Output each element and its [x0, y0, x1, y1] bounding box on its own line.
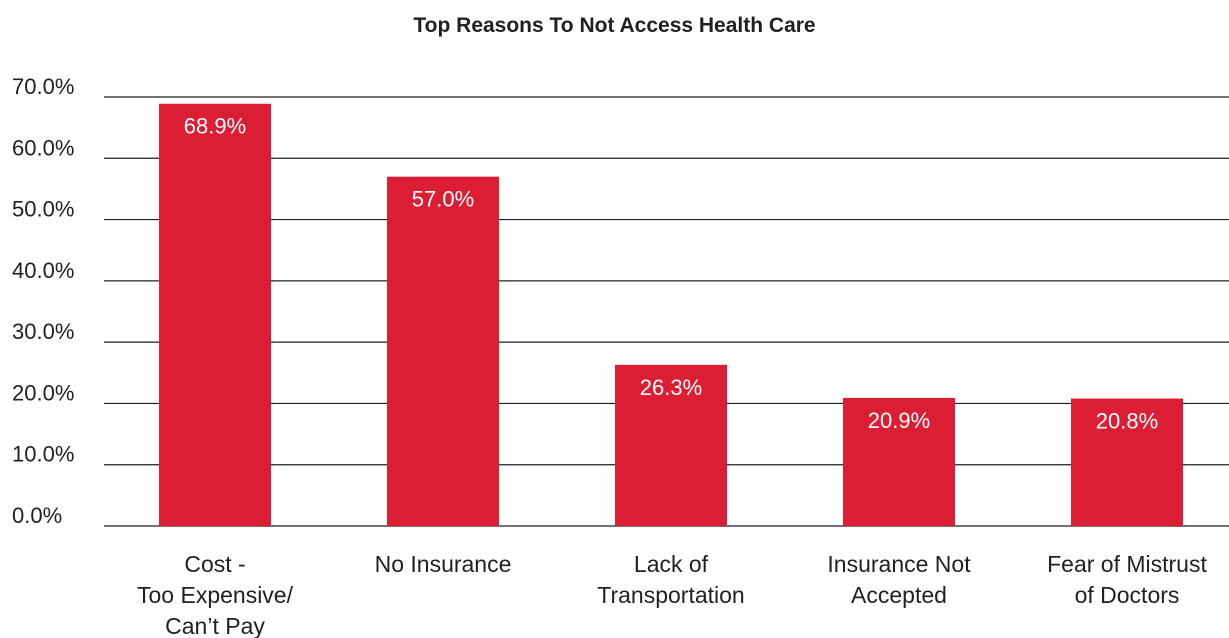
y-tick-label: 30.0%: [12, 319, 74, 344]
bar: [159, 103, 271, 527]
bar: [387, 176, 499, 526]
bar: [615, 364, 727, 526]
x-category-label: No Insurance: [375, 551, 512, 577]
x-category-label: Transportation: [597, 582, 744, 608]
bar: [1071, 398, 1183, 526]
x-category-label: of Doctors: [1075, 582, 1180, 608]
y-tick-label: 40.0%: [12, 258, 74, 283]
y-tick-label: 20.0%: [12, 380, 74, 405]
x-category-label: Accepted: [851, 582, 947, 608]
x-category-label: Can’t Pay: [165, 613, 265, 638]
y-tick-label: 0.0%: [12, 503, 62, 528]
y-tick-label: 50.0%: [12, 197, 74, 222]
bar: [843, 397, 955, 526]
data-label: 20.8%: [1096, 409, 1158, 434]
data-label: 68.9%: [184, 114, 246, 139]
chart-title: Top Reasons To Not Access Health Care: [413, 14, 816, 37]
y-tick-label: 70.0%: [12, 74, 74, 99]
x-category-label: Cost -: [184, 551, 245, 577]
x-category-label: Insurance Not: [827, 551, 971, 577]
x-category-label: Lack of: [634, 551, 709, 577]
y-tick-label: 60.0%: [12, 135, 74, 160]
data-label: 20.9%: [868, 408, 930, 433]
data-label: 57.0%: [412, 187, 474, 212]
x-category-label: Fear of Mistrust: [1047, 551, 1207, 577]
x-category-label: Too Expensive/: [137, 582, 294, 608]
data-label: 26.3%: [640, 375, 702, 400]
y-tick-label: 10.0%: [12, 442, 74, 467]
